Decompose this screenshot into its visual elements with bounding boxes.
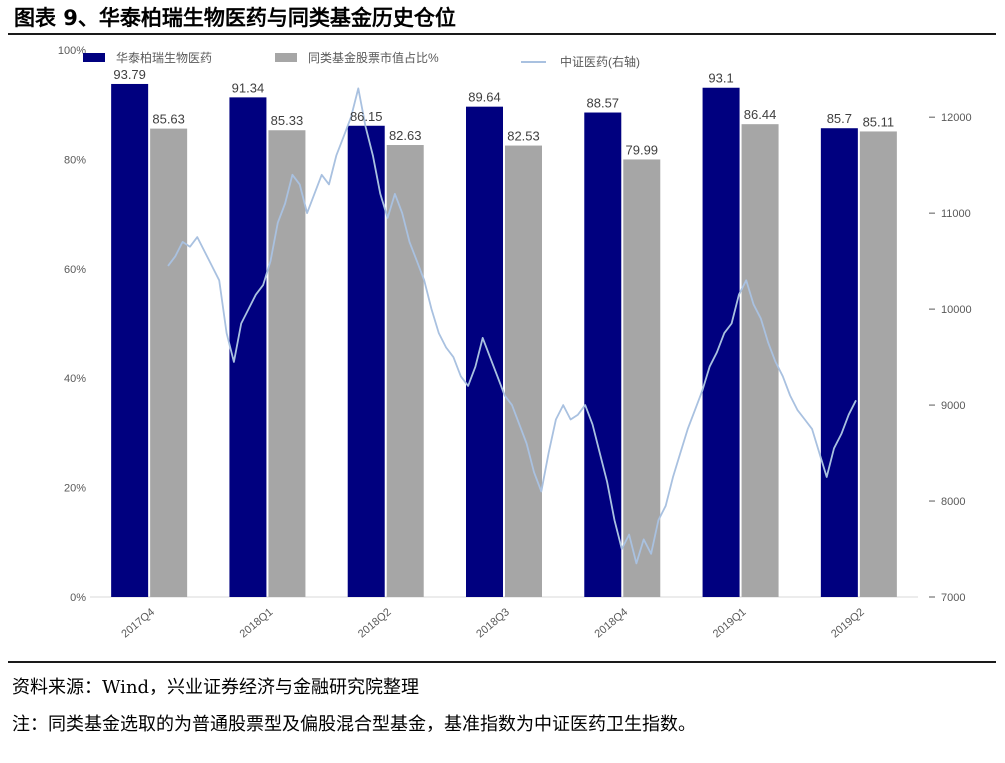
line-series: [167, 87, 857, 565]
legend-swatch-peer: [275, 53, 297, 62]
left-tick-label: 40%: [64, 373, 86, 385]
bar-peer: [859, 131, 897, 597]
data-label: 85.7: [827, 111, 852, 126]
data-label: 93.79: [113, 67, 146, 82]
bar-fund: [111, 83, 149, 598]
left-tick-label: 0%: [70, 592, 86, 604]
x-tick-label: 2019Q1: [711, 606, 749, 640]
right-tick-label: 7000: [941, 592, 965, 604]
right-tick-label: 12000: [941, 112, 972, 124]
data-label: 85.33: [271, 113, 304, 128]
data-label: 86.15: [350, 109, 383, 124]
legend: 华泰柏瑞生物医药 同类基金股票市值占比% 中证医药(右轴): [83, 50, 640, 69]
left-axis: 0% 20% 40% 60% 80% 100%: [58, 45, 918, 604]
bar-fund: [466, 106, 503, 598]
right-tick-label: 8000: [941, 496, 965, 508]
bar-peer: [505, 145, 542, 597]
x-tick-labels: 2017Q4 2018Q1 2018Q2 2018Q3 2018Q4 2019Q1 2019…: [119, 606, 866, 640]
title-rule: [8, 33, 996, 35]
right-tick-label: 9000: [941, 400, 965, 412]
bar-fund: [229, 97, 267, 597]
x-tick-label: 2018Q4: [593, 606, 631, 640]
source-note: 资料来源：Wind，兴业证券经济与金融研究院整理: [12, 677, 420, 698]
bar-peer: [741, 124, 779, 597]
bar-peer: [150, 128, 188, 598]
legend-label-fund: 华泰柏瑞生物医药: [116, 50, 212, 65]
x-tick-label: 2018Q2: [356, 606, 394, 640]
bar-peer: [386, 145, 424, 597]
x-tick-label: 2018Q3: [474, 606, 512, 640]
left-tick-label: 100%: [58, 45, 86, 57]
bar-fund: [347, 125, 385, 598]
bars: [111, 83, 897, 598]
data-label: 85.63: [152, 112, 185, 127]
legend-swatch-fund: [83, 53, 105, 62]
data-label: 93.1: [708, 71, 733, 86]
left-tick-label: 60%: [64, 264, 86, 276]
data-label: 82.53: [507, 129, 540, 144]
right-axis: 7000 8000 9000 10000 11000 12000: [929, 112, 972, 604]
bar-peer: [623, 159, 661, 597]
legend-label-index: 中证医药(右轴): [560, 54, 640, 69]
data-label: 89.64: [468, 90, 501, 105]
left-tick-label: 80%: [64, 154, 86, 166]
data-label: 85.11: [863, 114, 895, 129]
bar-fund: [820, 128, 858, 597]
bar-fund: [584, 112, 622, 598]
footer-rule: [8, 661, 996, 663]
footnote: 注：同类基金选取的为普通股票型及偏股混合型基金，基准指数为中证医药卫生指数。: [12, 714, 696, 735]
data-label: 88.57: [587, 96, 620, 111]
x-tick-label: 2018Q1: [238, 606, 276, 640]
chart: 0% 20% 40% 60% 80% 100% 7000 8000 9000 10000 1100…: [58, 45, 972, 640]
right-tick-label: 11000: [941, 208, 971, 220]
data-label: 86.44: [744, 107, 777, 122]
data-label: 82.63: [389, 128, 422, 143]
index-line: [167, 87, 857, 565]
data-label: 91.34: [232, 80, 265, 95]
left-tick-label: 20%: [64, 483, 86, 495]
x-tick-label: 2017Q4: [119, 606, 157, 640]
bar-peer: [268, 130, 306, 597]
data-label: 79.99: [626, 142, 659, 157]
figure-title: 图表 9、华泰柏瑞生物医药与同类基金历史仓位: [14, 6, 456, 30]
legend-label-peer: 同类基金股票市值占比%: [308, 50, 439, 65]
data-labels: 93.79 85.63 91.34 85.33 86.15 82.63 89.64 82.53…: [113, 67, 894, 157]
x-tick-label: 2019Q2: [829, 606, 867, 640]
right-tick-label: 10000: [941, 304, 972, 316]
